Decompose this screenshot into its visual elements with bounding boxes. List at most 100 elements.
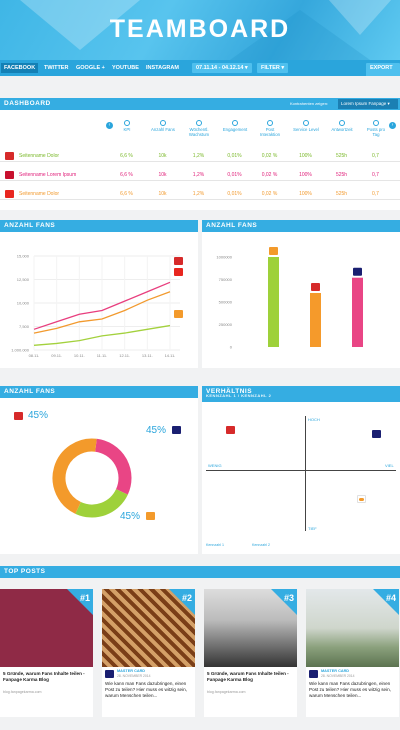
line-chart-title: ANZAHL FANS (4, 222, 56, 229)
compare-select[interactable]: Lorem Ipsum Fanpage ▾ (338, 99, 398, 109)
y-tick-label: 250000 (219, 322, 233, 327)
mastercard-logo (105, 670, 114, 678)
tab-google[interactable]: GOOGLE + (76, 65, 105, 71)
column-label: Post Interaktion (259, 127, 281, 137)
table-row[interactable]: Seitenname Dolor 6,6 % 10k 1,2% 0,01% 0,02 % 1… (0, 188, 400, 200)
column-label: Antwortzeit (331, 127, 353, 132)
row-name: Seitenname Lorem Ipsum (19, 172, 77, 178)
tab-instagram[interactable]: INSTAGRAM (146, 65, 179, 71)
brand-logo-icon (311, 283, 320, 291)
rank-badge (271, 589, 297, 615)
axis-label-bottom: TIEF (308, 526, 317, 531)
post-card-2[interactable]: #2 MASTER CARD 28. NOVEMBER 2014 Wie kan… (102, 589, 195, 717)
column-header[interactable]: KPI (114, 120, 140, 132)
scroll-left-icon[interactable]: ‹ (106, 122, 113, 129)
post-date: 28. NOVEMBER 2014 (117, 674, 151, 678)
spacer (0, 554, 400, 566)
y-tick-label: 7,500 (19, 324, 30, 329)
spacer (0, 210, 400, 220)
decor-triangle (230, 10, 370, 60)
table-row[interactable]: Seitenname Dolor 6,6 % 10k 1,2% 0,01% 0,02 % 1… (0, 150, 400, 162)
post-card-1[interactable]: #1 5 Gründe, warum Fans Inhalte teilen -… (0, 589, 93, 717)
cell-value: 6,6 % (120, 153, 133, 159)
kpi-icon (124, 120, 130, 126)
x-tick-label: 10.11. (74, 353, 85, 358)
page-title: TEAMBOARD (109, 15, 291, 43)
post-text: Wie kann man Fans dazubringen, einen Pos… (309, 681, 391, 698)
tab-twitter[interactable]: TWITTER (44, 65, 69, 71)
scatter-chart-subtitle: KENNZAHL 1 / KENNZAHL 2 (206, 393, 272, 398)
x-tick-label: 12.11. (119, 353, 130, 358)
slice-label: 45% (120, 511, 140, 522)
cell-value: 6,6 % (120, 172, 133, 178)
spacer (198, 386, 202, 554)
mastercard-logo (372, 430, 381, 438)
table-row[interactable]: Seitenname Lorem Ipsum 6,6 % 10k 1,2% 0,01% 0… (0, 169, 400, 181)
brand-logo (5, 171, 14, 179)
post-meta: blog.fanpagekarma.com (3, 690, 42, 694)
column-header[interactable]: Engagement (222, 120, 248, 132)
post-card-3[interactable]: #3 5 Gründe, warum Fans Inhalte teilen -… (204, 589, 297, 717)
tab-youtube[interactable]: YOUTUBE (112, 65, 139, 71)
y-tick-label: 500000 (219, 300, 233, 305)
column-label: KPI (123, 127, 131, 132)
cell-value: 525h (335, 191, 348, 197)
series-line (33, 281, 171, 330)
cell-value: 525h (335, 153, 348, 159)
cell-value: 10k (158, 191, 167, 197)
post-meta: blog.fanpagekarma.com (207, 690, 246, 694)
date-range-select[interactable]: 07.11.14 - 04.12.14 ▾ (192, 63, 252, 73)
decor-triangle (320, 0, 400, 35)
column-header[interactable]: Posts pro Tag (363, 120, 389, 137)
top-posts-title: TOP POSTS (4, 568, 46, 575)
legend-item-1: Kennzahl 1 (206, 543, 224, 547)
top-nav: FACEBOOK TWITTER GOOGLE + YOUTUBE INSTAG… (0, 60, 400, 83)
tab-facebook[interactable]: FACEBOOK (1, 63, 39, 73)
bar-chart-title: ANZAHL FANS (206, 222, 258, 229)
column-header[interactable]: Antwortzeit (329, 120, 355, 132)
y-tick-label: 750000 (219, 277, 233, 282)
brand-logo (5, 190, 14, 198)
column-label: Wöchentl. Wachstum (188, 127, 210, 137)
x-tick-label: 11.11. (97, 353, 108, 358)
bar (310, 293, 321, 347)
brand-logo-icon (146, 512, 155, 520)
spacer (0, 76, 400, 98)
post-brand: MASTER CARD (117, 669, 146, 673)
kpi-icon (267, 120, 273, 126)
column-label: Service Level (293, 127, 319, 132)
x-tick-label: 08.11. (29, 353, 40, 358)
rank-label: #4 (385, 593, 396, 603)
post-text: 5 Gründe, warum Fans Inhalte teilen - Fa… (3, 671, 85, 682)
filter-button[interactable]: FILTER ▾ (257, 63, 289, 73)
rank-badge (169, 589, 195, 615)
rank-badge (67, 589, 93, 615)
cell-value: 100% (299, 191, 312, 197)
brand-logo-icon (353, 267, 362, 276)
column-header[interactable]: Wöchentl. Wachstum (186, 120, 212, 137)
cell-value: 1,2% (192, 191, 205, 197)
cell-value: 100% (299, 172, 312, 178)
column-header[interactable]: Post Interaktion (257, 120, 283, 137)
kpi-icon (196, 120, 202, 126)
cell-value: 0,7 (372, 153, 379, 159)
column-header[interactable]: Anzahl Fans (150, 120, 176, 132)
cell-value: 0,7 (372, 191, 379, 197)
rank-label: #2 (181, 593, 192, 603)
spacer (0, 368, 400, 386)
dashboard-section: DASHBOARD Kontrahenten zeigen: Lorem Ips… (0, 98, 400, 210)
scroll-right-icon[interactable]: › (389, 122, 396, 129)
cell-value: 1,2% (192, 153, 205, 159)
post-card-4[interactable]: #4 MASTER CARD 28. NOVEMBER 2014 Wie kan… (306, 589, 399, 717)
x-tick-label: 13.11. (142, 353, 153, 358)
donut-chart-title: ANZAHL FANS (4, 388, 56, 395)
cell-value: 0,01% (227, 172, 242, 178)
post-date: 28. NOVEMBER 2014 (321, 674, 355, 678)
slice-label: 45% (28, 410, 48, 421)
axis-label-left: WENIG (208, 463, 222, 468)
bar-chart-header: ANZAHL FANS (202, 220, 400, 232)
kpi-icon (303, 120, 309, 126)
column-header[interactable]: Service Level (293, 120, 319, 132)
cell-value: 525h (335, 172, 348, 178)
